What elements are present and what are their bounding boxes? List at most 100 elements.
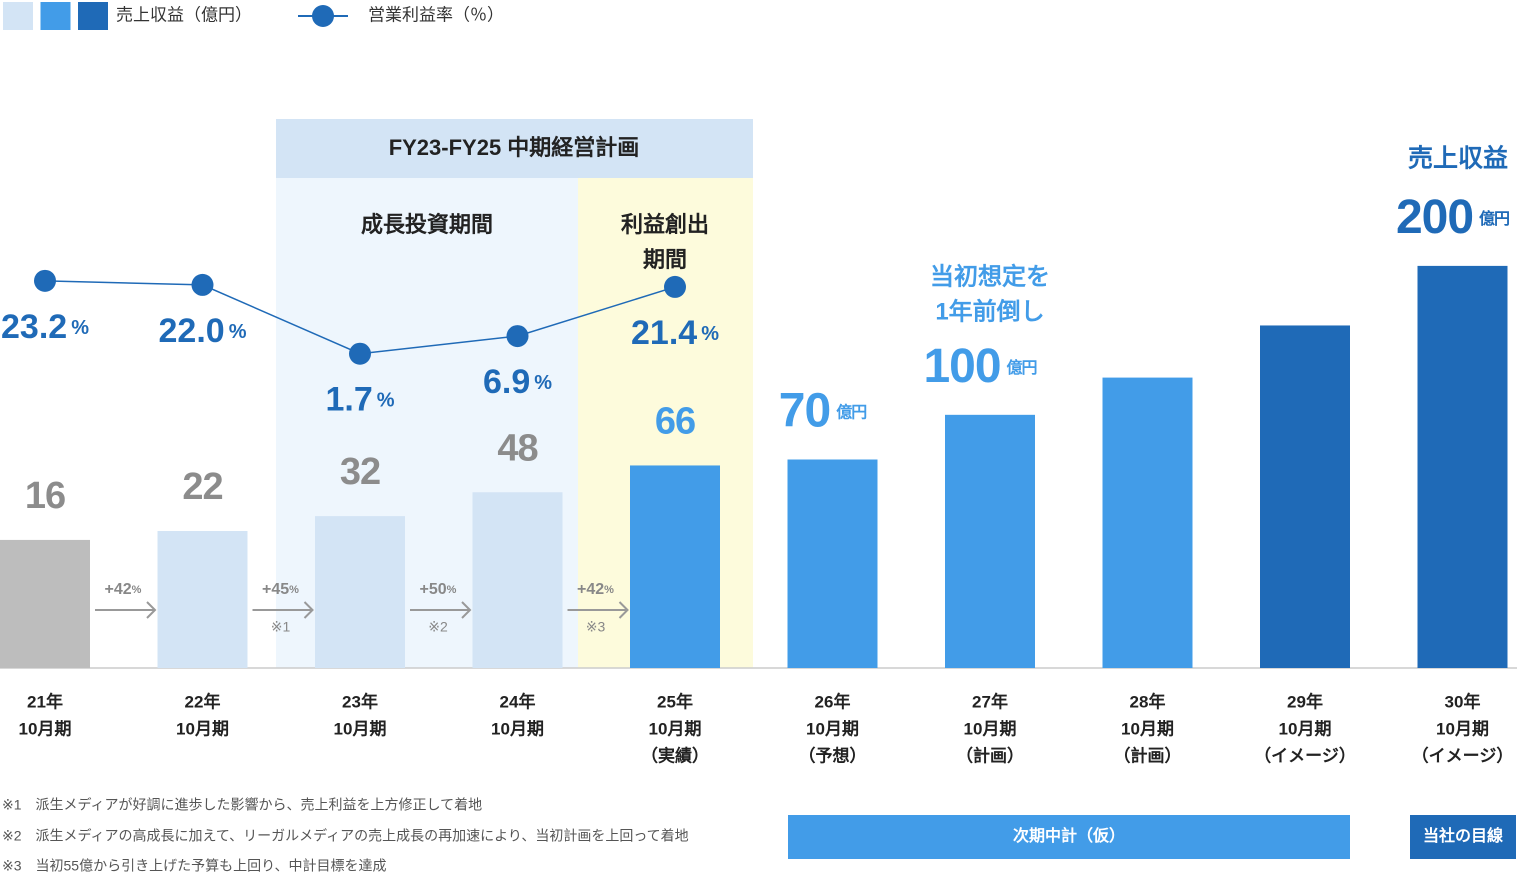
value-label-unit: 億円 — [1479, 209, 1509, 228]
growth-value: +45 — [262, 581, 289, 598]
line-point — [349, 342, 371, 365]
value-label-number: 66 — [655, 400, 695, 442]
growth-value: +42 — [577, 581, 604, 598]
growth-arrow-head — [146, 601, 157, 619]
annotation: 当初想定を — [930, 262, 1050, 290]
line-point — [506, 325, 529, 348]
line-point — [191, 273, 214, 296]
x-tick-label: 25年 — [657, 691, 693, 711]
growth-value: +42 — [105, 581, 132, 598]
growth-note: ※3 — [586, 619, 606, 635]
x-tick-label: 21年 — [27, 691, 63, 711]
footnote: ※3 当初55億から引き上げた予算も上回り、中計目標を達成 — [2, 858, 387, 874]
plan-header: FY23-FY25 中期経営計画 — [389, 135, 640, 160]
footnote: ※1 派生メディアが好調に進歩した影響から、売上利益を上方修正して着地 — [2, 797, 482, 813]
value-label-number: 100 — [923, 339, 1000, 392]
bar — [472, 492, 563, 668]
value-label: 70 億円 — [779, 384, 866, 437]
value-label: 1.7% — [325, 381, 394, 419]
value-label-number: 48 — [497, 427, 537, 469]
value-label-number: 6.9 — [483, 363, 530, 401]
value-label: 48 — [497, 427, 537, 469]
legend-label: 営業利益率（％） — [368, 5, 504, 24]
phase-label: 利益創出 — [621, 212, 709, 237]
legend-swatch — [3, 2, 33, 30]
value-label: 23.2% — [1, 308, 89, 346]
growth-note: ※2 — [428, 619, 448, 635]
bar — [1417, 265, 1508, 668]
x-tick-label: 10月期 — [964, 719, 1017, 738]
x-tick-label: 10月期 — [1121, 719, 1174, 738]
growth-unit: % — [447, 584, 457, 596]
phase-label: 期間 — [643, 247, 687, 272]
x-tick-label: 26年 — [815, 691, 851, 711]
x-tick-label: 23年 — [342, 691, 378, 711]
bar — [157, 530, 248, 668]
value-label-number: 22 — [182, 466, 222, 508]
value-label-number: 70 — [779, 384, 830, 437]
growth-label: +50% — [420, 581, 457, 598]
line-point — [664, 275, 686, 298]
phase-label: 成長投資期間 — [361, 212, 493, 237]
footnote: ※2 派生メディアの高成長に加えて、リーガルメディアの売上成長の再加速により、当… — [2, 828, 689, 844]
value-label-number: 16 — [25, 475, 65, 517]
value-label-number: 200 — [1396, 191, 1473, 244]
line-point — [34, 269, 56, 292]
value-label-number: 22.0 — [159, 312, 225, 350]
growth-label: +42% — [105, 581, 142, 598]
legend-swatch — [78, 2, 108, 30]
legend-marker — [312, 5, 334, 27]
value-label-unit: % — [71, 317, 89, 339]
value-label-unit: 億円 — [1007, 358, 1037, 377]
value-label-unit: % — [701, 323, 719, 345]
growth-arrow-head — [618, 601, 629, 619]
our-view-box — [1410, 815, 1516, 859]
x-tick-label: 24年 — [500, 691, 536, 711]
growth-unit: % — [289, 584, 299, 596]
plan-header-box — [276, 119, 753, 178]
x-tick-label: （予想） — [799, 745, 867, 765]
value-label: 200 億円 — [1396, 191, 1509, 244]
bar — [315, 516, 405, 668]
growth-value: +50 — [420, 581, 447, 598]
x-tick-label: 10月期 — [491, 719, 544, 738]
x-tick-label: 29年 — [1287, 691, 1323, 711]
x-tick-label: （イメージ） — [1412, 745, 1514, 765]
value-label-unit: % — [229, 321, 247, 343]
bar — [787, 459, 878, 668]
value-label: 32 — [340, 451, 380, 493]
next-plan-box — [788, 815, 1350, 859]
x-tick-label: 30年 — [1445, 691, 1481, 711]
value-label-number: 1.7 — [325, 381, 372, 419]
value-label: 66 — [655, 400, 695, 442]
bar — [630, 465, 720, 668]
x-tick-label: 10月期 — [649, 719, 702, 738]
growth-arrow-head — [303, 601, 314, 619]
x-tick-label: 10月期 — [334, 719, 387, 738]
growth-arrow-head — [461, 601, 472, 619]
value-label-unit: 億円 — [836, 403, 866, 422]
value-label: 100 億円 — [923, 339, 1036, 392]
growth-label: +45% — [262, 581, 299, 598]
x-tick-label: 28年 — [1130, 691, 1166, 711]
legend-swatch — [40, 2, 71, 30]
value-label: 22 — [182, 466, 222, 508]
value-label-unit: % — [534, 372, 552, 394]
growth-unit: % — [132, 584, 142, 596]
value-label-unit: % — [377, 390, 395, 412]
x-tick-label: 10月期 — [806, 719, 859, 738]
value-label: 6.9% — [483, 363, 552, 401]
x-tick-label: 10月期 — [1279, 719, 1332, 738]
next-plan: 次期中計（仮） — [1013, 826, 1125, 845]
x-tick-label: （実績） — [641, 745, 709, 765]
x-tick-label: 22年 — [185, 691, 221, 711]
x-tick-label: 27年 — [972, 691, 1008, 711]
x-tick-label: 10月期 — [1436, 719, 1489, 738]
growth-note: ※1 — [271, 619, 291, 635]
value-label-number: 32 — [340, 451, 380, 493]
value-label-number: 23.2 — [1, 308, 67, 346]
value-label-number: 21.4 — [631, 314, 697, 352]
x-tick-label: （計画） — [1114, 745, 1182, 765]
bar — [1260, 325, 1350, 668]
x-tick-label: （イメージ） — [1254, 745, 1356, 765]
